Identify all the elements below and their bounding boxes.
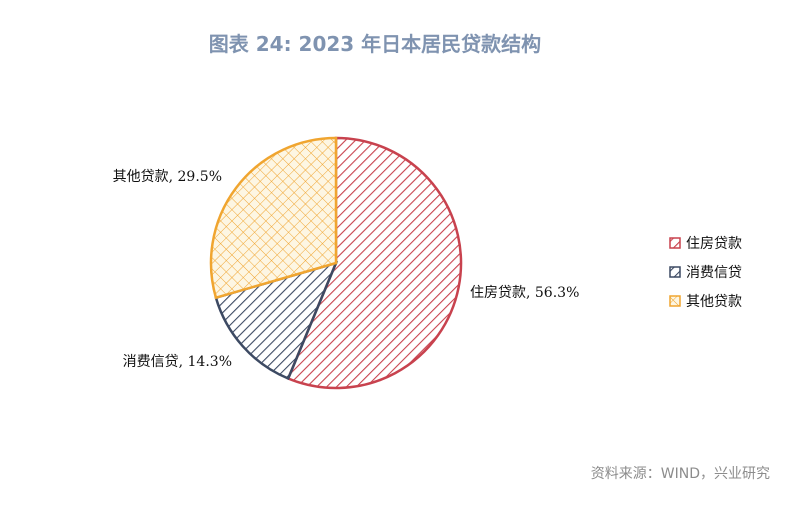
chart-title: 图表 24: 2023 年日本居民贷款结构: [208, 32, 542, 56]
pie-slices: [209, 136, 463, 390]
legend-label: 其他贷款: [686, 294, 742, 310]
pie-slice: [209, 136, 338, 300]
slice-data-label: 住房贷款, 56.3%: [470, 285, 579, 301]
pie-slice: [286, 136, 463, 390]
slice-data-label: 其他贷款, 29.5%: [113, 169, 222, 185]
legend-label: 住房贷款: [686, 236, 742, 252]
legend-swatch: [669, 295, 681, 307]
legend-swatch: [669, 237, 681, 249]
legend-label: 消费信贷: [686, 265, 742, 281]
legend-swatch: [669, 266, 681, 278]
pie-slice: [214, 261, 339, 381]
slice-data-label: 消费信贷, 14.3%: [123, 354, 232, 370]
source-note: 资料来源：WIND，兴业研究: [590, 466, 770, 482]
slice-labels: 住房贷款, 56.3% 消费信贷, 14.3% 其他贷款, 29.5%: [113, 169, 580, 370]
